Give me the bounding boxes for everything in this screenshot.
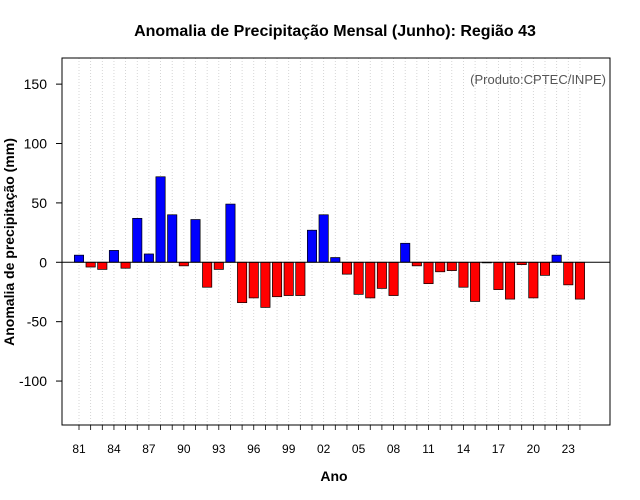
axes: -100 -50 0 50 100 150 81 84 87 90 93 96 99 02 05 08 11 14… [19, 57, 611, 456]
y-tick-label: 0 [39, 254, 47, 270]
x-tick-label: 87 [142, 442, 156, 456]
x-tick-label: 96 [247, 442, 261, 456]
bar-1982 [85, 261, 96, 268]
bar-1989 [167, 214, 178, 263]
bars [73, 176, 585, 308]
bar-2002 [318, 214, 329, 263]
x-tick-label: 90 [177, 442, 191, 456]
x-tick-label: 81 [72, 442, 86, 456]
x-tick-label: 11 [422, 442, 435, 456]
y-tick-label: -100 [19, 373, 47, 389]
bar-1998 [272, 261, 283, 298]
bar-2021 [539, 261, 550, 276]
y-tick-label: 150 [24, 76, 48, 92]
y-tick-label: -50 [27, 314, 47, 330]
bar-2004 [341, 261, 352, 275]
bar-2006 [365, 261, 376, 299]
bar-1986 [132, 217, 143, 263]
bar-1994 [225, 203, 236, 263]
x-tick-label: 20 [527, 442, 541, 456]
bar-2003 [330, 257, 341, 263]
bar-2008 [388, 261, 399, 296]
x-tick-label: 14 [457, 442, 471, 456]
bar-2005 [353, 261, 364, 295]
bar-1992 [202, 261, 213, 288]
bar-1987 [143, 253, 154, 263]
x-tick-label: 02 [317, 442, 331, 456]
bar-1991 [190, 219, 201, 263]
bar-2020 [528, 261, 539, 299]
bar-1981 [73, 254, 84, 263]
bar-1990 [178, 261, 189, 267]
bar-2009 [400, 242, 411, 263]
x-tick-label: 08 [387, 442, 401, 456]
bar-2015 [470, 261, 481, 302]
x-axis-label: Ano [320, 468, 347, 484]
bar-2023 [563, 261, 574, 286]
plot-frame [61, 57, 611, 426]
bar-2007 [376, 261, 387, 289]
x-tick-label: 05 [352, 442, 366, 456]
x-tick-label: 93 [212, 442, 226, 456]
bar-2024 [574, 261, 585, 300]
bar-1996 [248, 261, 259, 299]
bar-1999 [283, 261, 294, 296]
grid-lines [78, 58, 581, 425]
bar-2018 [505, 261, 516, 300]
bar-2010 [411, 261, 422, 267]
x-tick-label: 17 [492, 442, 506, 456]
bar-1997 [260, 261, 271, 308]
bar-1983 [97, 261, 108, 270]
chart-title: Anomalia de Precipitação Mensal (Junho):… [134, 23, 536, 40]
bar-1984 [108, 250, 119, 263]
x-tick-label: 99 [282, 442, 296, 456]
x-tick-label: 84 [107, 442, 121, 456]
bar-2017 [493, 261, 504, 290]
bar-2000 [295, 261, 306, 296]
bar-1993 [213, 261, 224, 270]
bar-2001 [307, 229, 318, 263]
bar-1988 [155, 176, 166, 263]
y-tick-label: 100 [24, 136, 48, 152]
source-annotation: (Produto:CPTEC/INPE) [470, 72, 606, 87]
bar-2013 [446, 261, 457, 271]
bar-1985 [120, 261, 131, 269]
bar-2011 [423, 261, 434, 285]
bar-1995 [237, 261, 248, 304]
bar-2022 [551, 254, 562, 263]
y-tick-label: 50 [31, 195, 47, 211]
x-tick-label: 23 [562, 442, 576, 456]
y-axis-label: Anomalia de precipitação (mm) [1, 138, 17, 346]
bar-2012 [435, 261, 446, 273]
bar-2014 [458, 261, 469, 288]
